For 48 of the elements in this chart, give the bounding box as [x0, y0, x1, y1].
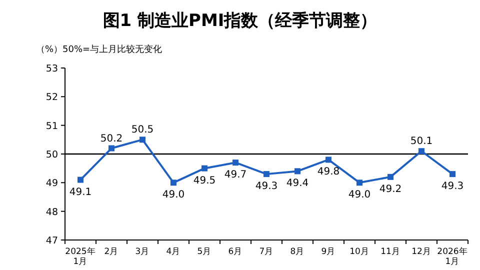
point [356, 180, 362, 186]
data-label: 49.5 [193, 175, 216, 186]
x-tick-label: 4月 [166, 247, 181, 257]
y-tick-label: 50 [46, 150, 58, 160]
point [388, 174, 394, 180]
y-tick-label: 51 [46, 120, 58, 132]
point [78, 176, 84, 183]
data-label: 49.8 [317, 166, 340, 178]
point [140, 136, 146, 143]
point [418, 148, 424, 154]
y-tick-label: 47 [46, 236, 58, 246]
point [294, 168, 300, 174]
point [264, 171, 270, 178]
x-tick-label: 3月 [135, 247, 150, 257]
point [450, 171, 456, 178]
data-label: 49.1 [69, 186, 92, 198]
y-tick-label: 48 [46, 206, 58, 218]
x-tick-label: 10月 [350, 247, 370, 257]
point [108, 145, 114, 152]
y-tick-label: 53 [46, 64, 58, 74]
x-tick-label: 5月 [197, 247, 212, 257]
text: （%）50%=与上月比较无变化 [36, 44, 162, 55]
data-label: 49.2 [379, 184, 402, 195]
data-label: 50.5 [131, 124, 154, 136]
x-tick-label: 2月 [104, 247, 119, 257]
x-tick-label: 9月 [321, 247, 336, 257]
x-tick-label: 8月 [290, 247, 305, 257]
y-tick-label: 49 [46, 178, 58, 190]
data-label: 50.1 [410, 136, 433, 148]
data-label: 50.2 [100, 133, 123, 144]
x-tick-label: 7月 [259, 247, 274, 257]
point [232, 160, 238, 166]
point [326, 156, 332, 163]
x-tick-label: 2025年 1月 [65, 246, 96, 268]
x-tick-label: 6月 [228, 247, 243, 257]
point [170, 180, 176, 186]
data-label: 49.0 [348, 190, 371, 201]
chart-title: 图1 制造业PMI指数（经季节调整） [102, 11, 378, 31]
data-label: 49.3 [441, 181, 464, 192]
data-label: 49.3 [255, 181, 278, 192]
y-tick-label: 52 [46, 92, 58, 104]
data-label: 49.4 [286, 178, 309, 190]
x-tick-label: 11月 [380, 247, 400, 257]
data-label: 49.7 [224, 170, 247, 181]
point [202, 165, 208, 172]
x-tick-label: 2026年 1月 [437, 246, 468, 268]
data-label: 49.0 [162, 190, 185, 201]
x-tick-label: 12月 [412, 247, 432, 257]
